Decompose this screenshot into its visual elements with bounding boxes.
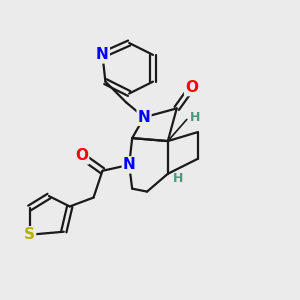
Text: O: O xyxy=(185,80,198,95)
Text: N: N xyxy=(96,47,109,62)
Text: H: H xyxy=(189,111,200,124)
Text: N: N xyxy=(138,110,150,125)
Text: H: H xyxy=(173,172,183,185)
Text: S: S xyxy=(24,227,35,242)
Text: N: N xyxy=(123,158,136,172)
Text: O: O xyxy=(75,148,88,164)
